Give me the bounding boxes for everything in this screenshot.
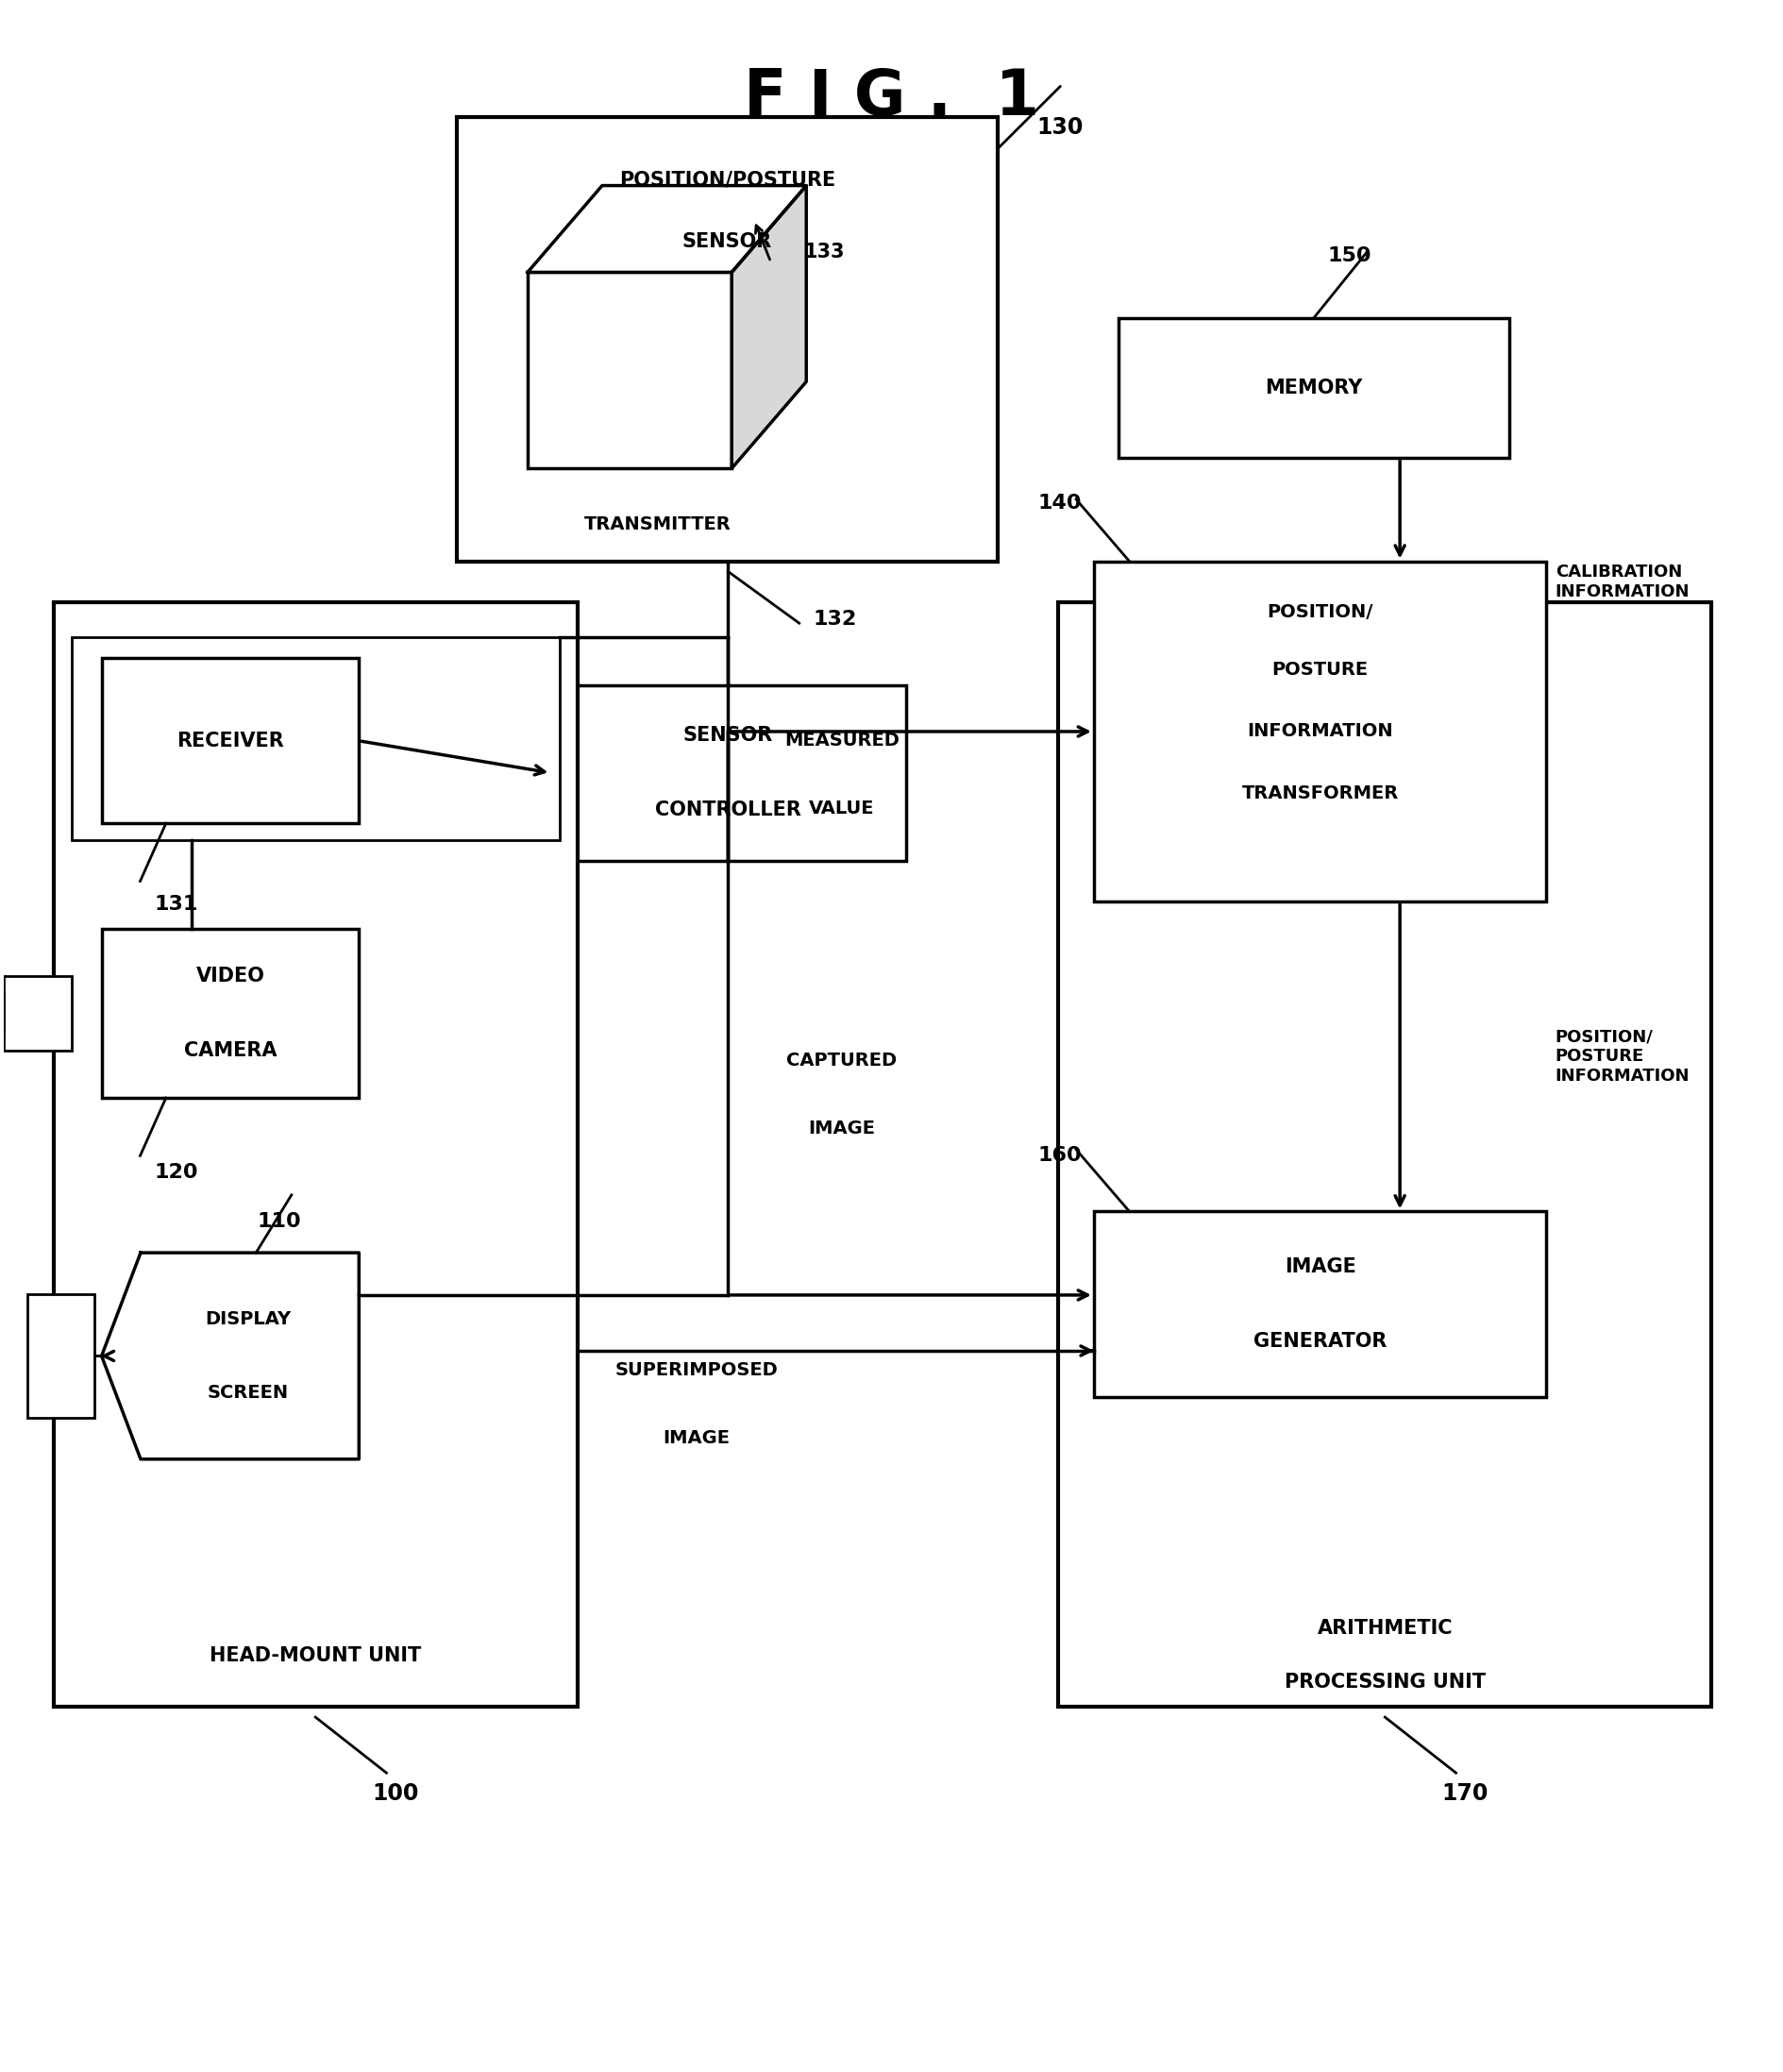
Bar xyxy=(102,659,358,823)
Text: SENSOR: SENSOR xyxy=(683,725,774,746)
Bar xyxy=(4,976,71,1051)
Text: 160: 160 xyxy=(1038,1146,1082,1164)
Text: 132: 132 xyxy=(813,609,856,628)
Text: HEAD-MOUNT UNIT: HEAD-MOUNT UNIT xyxy=(210,1645,421,1664)
Text: RECEIVER: RECEIVER xyxy=(177,731,283,750)
Text: DISPLAY: DISPLAY xyxy=(205,1310,291,1328)
Bar xyxy=(53,603,578,1707)
Text: 100: 100 xyxy=(373,1782,419,1805)
Text: F I G .  1: F I G . 1 xyxy=(744,66,1039,128)
Text: 110: 110 xyxy=(257,1212,301,1231)
Text: SUPERIMPOSED: SUPERIMPOSED xyxy=(615,1361,777,1380)
Bar xyxy=(1093,562,1546,901)
Text: CAMERA: CAMERA xyxy=(184,1040,276,1061)
Text: POSITION/
POSTURE
INFORMATION: POSITION/ POSTURE INFORMATION xyxy=(1555,1028,1690,1086)
Text: POSITION/: POSITION/ xyxy=(1268,603,1373,622)
Text: TRANSFORMER: TRANSFORMER xyxy=(1241,785,1398,802)
Text: IMAGE: IMAGE xyxy=(663,1430,729,1448)
Text: PROCESSING UNIT: PROCESSING UNIT xyxy=(1284,1672,1485,1691)
Text: POSTURE: POSTURE xyxy=(1271,661,1368,680)
Text: CONTROLLER: CONTROLLER xyxy=(654,800,801,818)
Text: CAPTURED: CAPTURED xyxy=(786,1053,897,1069)
Text: IMAGE: IMAGE xyxy=(808,1121,875,1138)
Text: MEMORY: MEMORY xyxy=(1266,379,1362,398)
Polygon shape xyxy=(102,1254,358,1459)
Polygon shape xyxy=(528,186,806,271)
Text: SCREEN: SCREEN xyxy=(207,1384,289,1403)
Text: 130: 130 xyxy=(1038,116,1084,139)
Bar xyxy=(528,271,731,468)
Text: MEASURED: MEASURED xyxy=(785,731,899,750)
Text: VIDEO: VIDEO xyxy=(196,968,264,986)
Text: GENERATOR: GENERATOR xyxy=(1253,1332,1387,1351)
Text: 140: 140 xyxy=(1038,493,1082,514)
Bar xyxy=(1118,317,1508,458)
Text: 170: 170 xyxy=(1442,1782,1489,1805)
Bar xyxy=(551,686,906,860)
Bar xyxy=(1059,603,1712,1707)
Text: 150: 150 xyxy=(1328,247,1371,265)
Bar xyxy=(71,638,560,839)
Text: 133: 133 xyxy=(804,242,845,261)
Text: IMAGE: IMAGE xyxy=(1284,1258,1357,1276)
Text: 131: 131 xyxy=(155,895,198,914)
Text: ARITHMETIC: ARITHMETIC xyxy=(1318,1618,1453,1637)
Bar xyxy=(456,118,998,562)
Text: POSITION/POSTURE: POSITION/POSTURE xyxy=(619,170,836,189)
Text: VALUE: VALUE xyxy=(809,800,875,818)
Bar xyxy=(27,1295,94,1417)
Text: TRANSMITTER: TRANSMITTER xyxy=(583,516,731,533)
Text: 120: 120 xyxy=(153,1162,198,1181)
Polygon shape xyxy=(731,186,806,468)
Text: INFORMATION: INFORMATION xyxy=(1248,723,1393,740)
Bar xyxy=(102,928,358,1098)
Bar xyxy=(1093,1212,1546,1397)
Text: SENSOR: SENSOR xyxy=(683,232,772,251)
Text: CALIBRATION
INFORMATION: CALIBRATION INFORMATION xyxy=(1555,564,1690,601)
